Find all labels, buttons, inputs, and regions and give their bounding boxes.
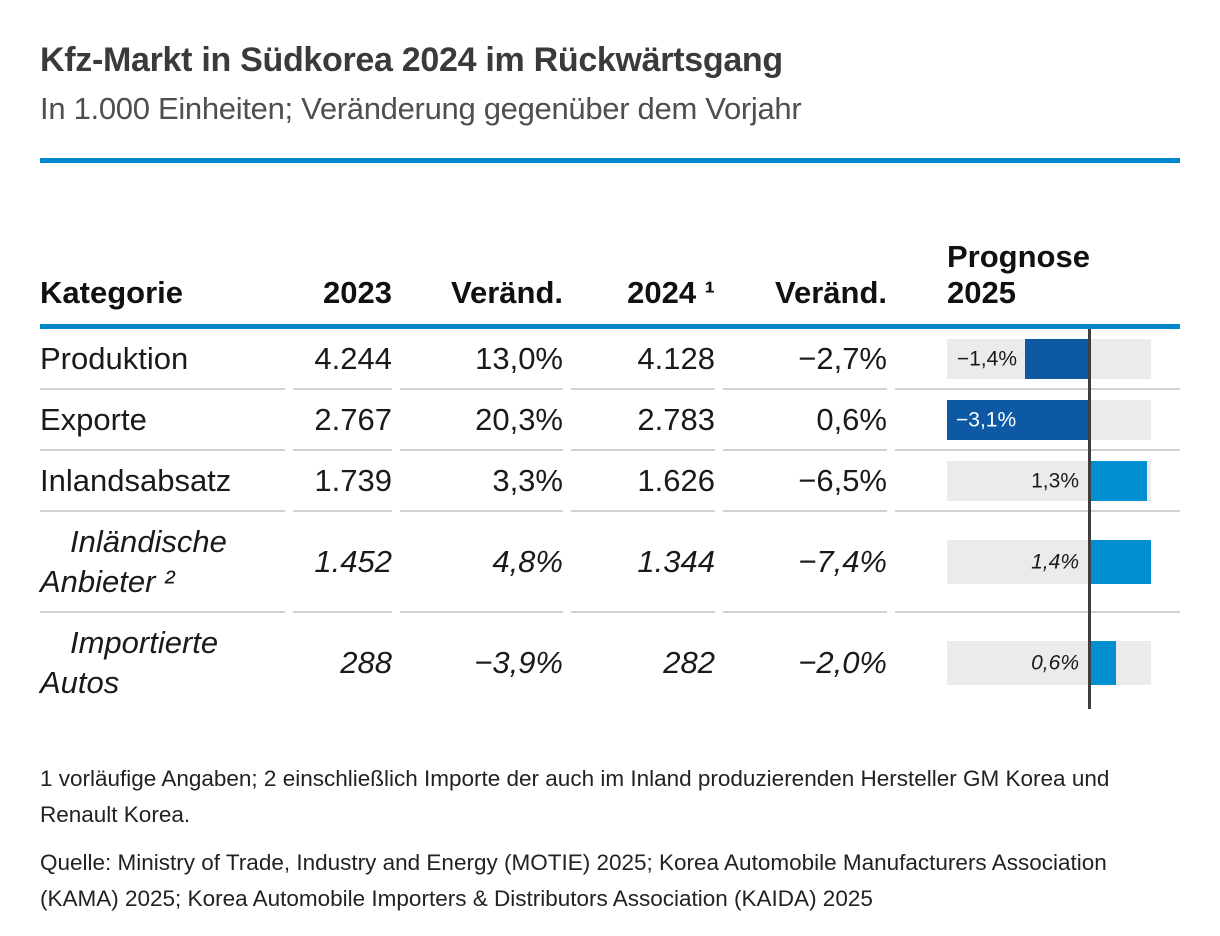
- value-2023: 1.452: [293, 512, 392, 613]
- value-change-2023: 4,8%: [400, 512, 563, 613]
- page-title: Kfz-Markt in Südkorea 2024 im Rückwärtsg…: [40, 41, 783, 79]
- row-category-label: Exporte: [40, 401, 147, 437]
- forecast-bar-label: 1,3%: [1031, 469, 1079, 492]
- value-2024: 1.344: [571, 512, 715, 613]
- forecast-bar-label: 1,4%: [1031, 550, 1079, 573]
- forecast-bar-label: −3,1%: [956, 408, 1017, 431]
- table-row-produktion: Produktion 4.244 13,0% 4.128 −2,7% −1,4%: [40, 329, 1180, 390]
- table-row-exporte: Exporte 2.767 20,3% 2.783 0,6% −3,1%: [40, 390, 1180, 451]
- column-header-change-2023: Veränd.: [451, 275, 563, 310]
- table-body: Produktion 4.244 13,0% 4.128 −2,7% −1,4%…: [40, 324, 1180, 713]
- value-2023: 288: [340, 645, 392, 680]
- page-subtitle: In 1.000 Einheiten; Veränderung gegenübe…: [40, 91, 802, 126]
- value-change-2024: −6,5%: [723, 451, 887, 512]
- value-change-2023: −3,9%: [474, 645, 563, 680]
- forecast-bar: [1089, 460, 1147, 501]
- row-category-label: Importierte Autos: [40, 625, 219, 700]
- column-header-2023: 2023: [323, 275, 392, 310]
- column-header-change-2024: Veränd.: [775, 275, 887, 310]
- column-header-forecast-2025: Prognose 2025: [895, 239, 1180, 311]
- forecast-bar-track: 1,3%: [947, 460, 1151, 501]
- forecast-bar-track: −1,4%: [947, 338, 1151, 379]
- column-header-category: Kategorie: [40, 275, 183, 310]
- forecast-bar-track: 1,4%: [947, 539, 1151, 584]
- column-header-forecast-line1: Prognose: [947, 239, 1090, 274]
- forecast-bar: [947, 399, 1089, 440]
- row-category-label: Produktion: [40, 340, 189, 376]
- table-header-row: Kategorie 2023 Veränd. 2024 ¹ Veränd. Pr…: [40, 239, 1180, 311]
- header-accent-rule: [40, 324, 1180, 329]
- row-category-label: Inländische Anbieter ²: [40, 523, 227, 599]
- source-text: Quelle: Ministry of Trade, Industry and …: [40, 850, 1107, 911]
- value-2023: 4.244: [293, 329, 392, 390]
- value-2024: 282: [663, 645, 715, 680]
- forecast-bar: [1089, 539, 1151, 584]
- forecast-bar: [1025, 338, 1089, 379]
- forecast-bar-track: −3,1%: [947, 399, 1151, 440]
- top-accent-rule: [40, 158, 1180, 163]
- table-row-importierte-autos: Importierte Autos 288 −3,9% 282 −2,0% 0,…: [40, 613, 1180, 713]
- forecast-bar: [1089, 641, 1116, 685]
- value-2024: 1.626: [571, 451, 715, 512]
- zero-axis-line: [1088, 329, 1091, 709]
- value-change-2023: 3,3%: [400, 451, 563, 512]
- value-change-2024: −2,0%: [798, 645, 887, 680]
- value-2024: 2.783: [571, 390, 715, 451]
- column-header-forecast-line2: 2025: [947, 275, 1016, 310]
- value-change-2023: 13,0%: [400, 329, 563, 390]
- value-change-2023: 20,3%: [400, 390, 563, 451]
- footnote-text: 1 vorläufige Angaben; 2 einschließlich I…: [40, 766, 1110, 827]
- row-category-label: Inlandsabsatz: [40, 462, 232, 498]
- forecast-bar-label: 0,6%: [1031, 651, 1079, 675]
- value-change-2024: −7,4%: [723, 512, 887, 613]
- value-2023: 1.739: [293, 451, 392, 512]
- table-row-inlandsabsatz: Inlandsabsatz 1.739 3,3% 1.626 −6,5% 1,3…: [40, 451, 1180, 512]
- value-2024: 4.128: [571, 329, 715, 390]
- value-change-2024: 0,6%: [723, 390, 887, 451]
- column-header-2024: 2024 ¹: [627, 275, 715, 310]
- forecast-bar-label: −1,4%: [956, 347, 1017, 370]
- table-row-inlaendische-anbieter: Inländische Anbieter ² 1.452 4,8% 1.344 …: [40, 512, 1180, 613]
- value-2023: 2.767: [293, 390, 392, 451]
- value-change-2024: −2,7%: [723, 329, 887, 390]
- forecast-bar-track: 0,6%: [947, 641, 1151, 685]
